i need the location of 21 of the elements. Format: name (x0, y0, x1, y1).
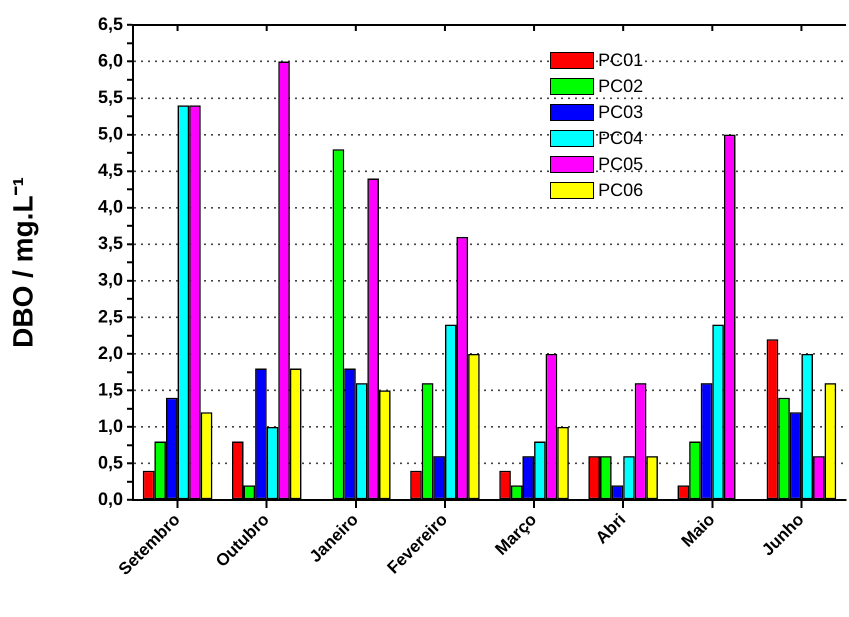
y-tick-label: 3,0 (98, 270, 123, 290)
y-tick-label: 0,0 (98, 488, 123, 509)
y-tick-label: 4,0 (98, 196, 123, 217)
y-tick-label: 1,5 (98, 379, 123, 400)
y-tick-label: 4,5 (98, 160, 123, 180)
y-tick-label: 5,0 (98, 124, 123, 144)
y-axis-title: DBO / mg.L⁻¹ (8, 177, 39, 348)
y-tick-label: 3,5 (98, 233, 123, 254)
legend-label: PC04 (598, 128, 644, 148)
y-tick-label: 2,5 (98, 306, 123, 326)
y-tick-label: 2,0 (98, 342, 123, 363)
y-tick-label: 6,0 (98, 50, 123, 71)
y-tick-label: 6,5 (98, 14, 123, 34)
y-tick-label: 5,5 (98, 87, 123, 108)
legend-label: PC03 (598, 102, 644, 122)
legend-label: PC06 (598, 180, 644, 200)
legend-label: PC02 (598, 76, 644, 96)
legend-label: PC01 (598, 50, 644, 70)
legend-label: PC05 (598, 154, 644, 174)
y-tick-label: 1,0 (98, 416, 123, 436)
y-tick-label: 0,5 (98, 452, 123, 472)
